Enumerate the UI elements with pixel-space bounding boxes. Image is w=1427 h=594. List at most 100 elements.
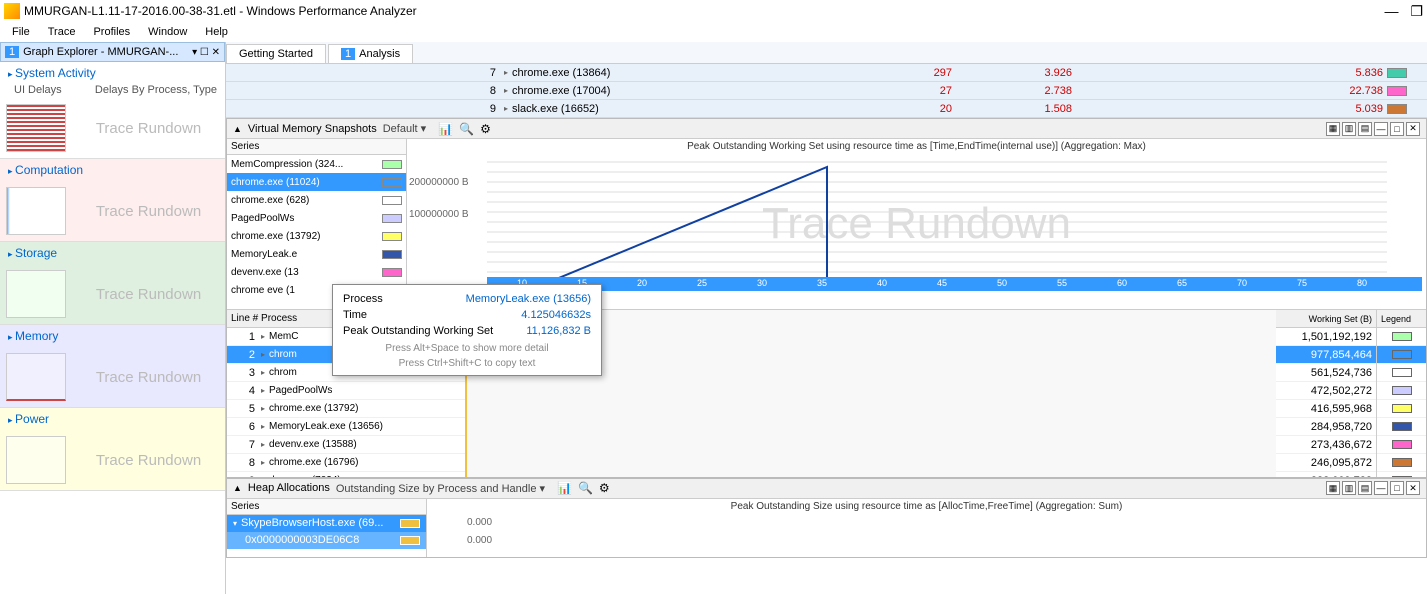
table-row[interactable]: 7▸devenv.exe (13588) (227, 436, 465, 454)
series-item[interactable]: MemoryLeak.e (227, 245, 406, 263)
time-ruler[interactable]: 101520253035404550556065707580 (487, 277, 1422, 291)
vms-preset[interactable]: Default ▾ (383, 122, 426, 135)
ruler-tick: 65 (1177, 278, 1187, 288)
series-item[interactable]: devenv.exe (13 (227, 263, 406, 281)
menu-file[interactable]: File (4, 24, 38, 40)
category-watermark: Trace Rundown (72, 430, 225, 490)
layout1-button[interactable]: ▦ (1326, 481, 1340, 495)
thumb-icon (6, 436, 66, 484)
tooltip-hint-2: Press Ctrl+Shift+C to copy text (343, 358, 591, 369)
th-ws[interactable]: Working Set (B) (1276, 310, 1376, 328)
min-button[interactable]: — (1374, 122, 1388, 136)
series-item[interactable]: chrome.exe (628) (227, 191, 406, 209)
th-legend[interactable]: Legend (1377, 310, 1426, 328)
table-row[interactable]: 4▸PagedPoolWs (227, 382, 465, 400)
heap-preset[interactable]: Outstanding Size by Process and Handle ▾ (336, 482, 545, 495)
thumb-icon (6, 270, 66, 318)
category-watermark: Trace Rundown (72, 347, 225, 407)
ruler-tick: 20 (637, 278, 647, 288)
layout2-button[interactable]: ▥ (1342, 122, 1356, 136)
layout3-button[interactable]: ▤ (1358, 122, 1372, 136)
ws-cell: 246,095,872 (1276, 454, 1376, 472)
table-row[interactable]: 6▸MemoryLeak.exe (13656) (227, 418, 465, 436)
category-comp[interactable]: ComputationTrace Rundown (0, 159, 225, 242)
ws-cell: 273,436,672 (1276, 436, 1376, 454)
menu-window[interactable]: Window (140, 24, 195, 40)
table-row[interactable]: 9▸dwm.exe (7024) (227, 472, 465, 477)
collapse-icon[interactable]: ▲ (233, 483, 242, 493)
legend-swatch (1377, 364, 1426, 382)
category-head[interactable]: System Activity (0, 62, 225, 84)
gear-icon[interactable]: ⚙ (480, 122, 491, 136)
legend-swatch (1377, 436, 1426, 454)
heap-series-item[interactable]: ▾SkypeBrowserHost.exe (69... (227, 515, 426, 532)
min-button[interactable]: — (1374, 481, 1388, 495)
category-sa[interactable]: System ActivityUI DelaysDelays By Proces… (0, 62, 225, 159)
tab-getting-started[interactable]: Getting Started (226, 44, 326, 63)
max-button[interactable]: □ (1390, 481, 1404, 495)
layout1-button[interactable]: ▦ (1326, 122, 1340, 136)
tooltip-hint-1: Press Alt+Space to show more detail (343, 343, 591, 354)
max-button[interactable]: □ (1390, 122, 1404, 136)
ws-cell: 416,595,968 (1276, 400, 1376, 418)
series-item[interactable]: MemCompression (324... (227, 155, 406, 173)
chart-icon[interactable]: 📊 (438, 122, 453, 136)
search-icon[interactable]: 🔍 (459, 122, 474, 136)
category-stor[interactable]: StorageTrace Rundown (0, 242, 225, 325)
ws-cell: 561,524,736 (1276, 364, 1376, 382)
series-item[interactable]: PagedPoolWs (227, 209, 406, 227)
heap-ylabel-2: 0.000 (467, 535, 492, 546)
menu-trace[interactable]: Trace (40, 24, 84, 40)
heap-series-col: Series ▾SkypeBrowserHost.exe (69...0x000… (227, 499, 427, 557)
chart-icon[interactable]: 📊 (557, 481, 572, 495)
table-row[interactable]: 7▸chrome.exe (13864)2973.9265.836 (226, 64, 1427, 82)
sidebar-num: 1 (5, 46, 19, 58)
table-row[interactable]: 8▸chrome.exe (17004)272.73822.738 (226, 82, 1427, 100)
menu-help[interactable]: Help (197, 24, 236, 40)
table-row[interactable]: 8▸chrome.exe (16796) (227, 454, 465, 472)
search-icon[interactable]: 🔍 (578, 481, 593, 495)
legend-swatch (1377, 346, 1426, 364)
sidebar-tools[interactable]: ▾ ☐ ✕ (192, 47, 220, 58)
close-button[interactable]: ✕ (1406, 481, 1420, 495)
thumb-icon (6, 104, 66, 152)
layout3-button[interactable]: ▤ (1358, 481, 1372, 495)
ws-cell: 1,501,192,192 (1276, 328, 1376, 346)
legend-swatch (1377, 400, 1426, 418)
ruler-tick: 80 (1357, 278, 1367, 288)
sidebar-header: 1 Graph Explorer - MMURGAN-... ▾ ☐ ✕ (0, 42, 225, 62)
legend-swatch (1377, 382, 1426, 400)
tab-analysis[interactable]: 1Analysis (328, 44, 413, 63)
gear-icon[interactable]: ⚙ (599, 481, 610, 495)
ruler-tick: 45 (937, 278, 947, 288)
maximize-button[interactable]: ❐ (1410, 3, 1423, 20)
category-head[interactable]: Power (0, 408, 225, 430)
category-watermark: Trace Rundown (72, 98, 225, 158)
close-button[interactable]: ✕ (1406, 122, 1420, 136)
thumb-icon (6, 187, 66, 235)
heap-ylabel-1: 0.000 (467, 517, 492, 528)
layout2-button[interactable]: ▥ (1342, 481, 1356, 495)
tooltip-row: Time4.125046632s (343, 307, 591, 323)
table-row[interactable]: 9▸slack.exe (16652)201.5085.039 (226, 100, 1427, 118)
series-item[interactable]: chrome.exe (11024) (227, 173, 406, 191)
category-head[interactable]: Storage (0, 242, 225, 264)
ruler-tick: 35 (817, 278, 827, 288)
table-row[interactable]: 5▸chrome.exe (13792) (227, 400, 465, 418)
heap-chart[interactable]: Peak Outstanding Size using resource tim… (427, 499, 1426, 557)
collapse-icon[interactable]: ▲ (233, 124, 242, 134)
ylabel-2: 100000000 B (409, 209, 469, 220)
category-mem[interactable]: MemoryTrace Rundown (0, 325, 225, 408)
series-header: Series (227, 139, 406, 155)
series-item[interactable]: chrome.exe (13792) (227, 227, 406, 245)
category-head[interactable]: Memory (0, 325, 225, 347)
minimize-button[interactable]: — (1384, 3, 1398, 20)
ruler-tick: 55 (1057, 278, 1067, 288)
top-rows: 7▸chrome.exe (13864)2973.9265.8368▸chrom… (226, 64, 1427, 118)
category-head[interactable]: Computation (0, 159, 225, 181)
heap-series-item[interactable]: 0x0000000003DE06C8 (227, 532, 426, 549)
category-pow[interactable]: PowerTrace Rundown (0, 408, 225, 491)
ruler-tick: 75 (1297, 278, 1307, 288)
window-title: MMURGAN-L1.11-17-2016.00-38-31.etl - Win… (24, 4, 417, 18)
menu-profiles[interactable]: Profiles (85, 24, 138, 40)
